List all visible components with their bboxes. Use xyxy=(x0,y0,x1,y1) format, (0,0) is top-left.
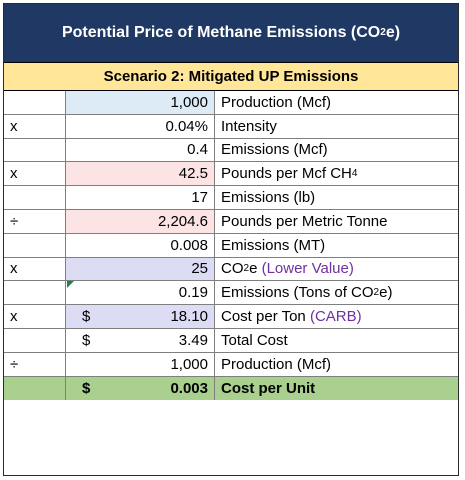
value-cell[interactable]: 0.4 xyxy=(66,138,215,162)
value-number: 0.003 xyxy=(170,379,208,397)
value-number: 25 xyxy=(191,260,208,278)
row-cost-per-ton[interactable]: x $18.10 Cost per Ton (CARB) xyxy=(4,305,458,329)
description-cell: Total Cost xyxy=(221,331,288,349)
description-cell: Emissions (lb) xyxy=(221,189,316,207)
scenario-header: Scenario 2: Mitigated UP Emissions xyxy=(4,63,458,91)
description-cell: Emissions (MT) xyxy=(221,236,326,254)
row-pounds-per-mcf[interactable]: x 42.5 Pounds per Mcf CH 4 xyxy=(4,162,458,187)
operator-cell: x xyxy=(4,114,66,138)
description-cell: CO 2 e (Lower Value) xyxy=(221,260,354,278)
value-number: 0.04% xyxy=(165,117,208,135)
row-cost-per-unit[interactable]: $0.003 Cost per Unit xyxy=(4,376,458,401)
operator-cell xyxy=(4,186,66,209)
description-text: Pounds per Mcf CH xyxy=(221,165,352,183)
description-suffix: e xyxy=(249,260,262,278)
operator-cell: x xyxy=(4,162,66,186)
value-cell[interactable]: $0.003 xyxy=(66,376,215,401)
description-cell: Pounds per Metric Tonne xyxy=(221,212,388,230)
value-cell[interactable]: 0.04% xyxy=(66,114,215,138)
description-suffix: e) xyxy=(379,284,393,302)
operator-cell: x xyxy=(4,257,66,281)
value-number: 0.4 xyxy=(187,141,208,159)
value-number: 0.19 xyxy=(178,284,208,302)
description-cell: Cost per Ton (CARB) xyxy=(215,305,458,328)
value-cell[interactable]: 17 xyxy=(66,186,215,209)
row-emissions-tons-co2e[interactable]: 0.19 Emissions (Tons of CO 2 e) xyxy=(4,281,458,306)
row-production[interactable]: 1,000 Production (Mcf) xyxy=(4,91,458,115)
description-cell: Emissions (Tons of CO 2 e) xyxy=(221,284,393,302)
calculation-table: Potential Price of Methane Emissions (CO… xyxy=(3,3,459,476)
value-number: 2,204.6 xyxy=(157,212,208,230)
row-emissions-mcf[interactable]: 0.4 Emissions (Mcf) xyxy=(4,138,458,163)
description-text: Emissions (Tons of CO xyxy=(221,284,374,302)
row-intensity[interactable]: x 0.04% Intensity xyxy=(4,114,458,139)
operator-cell xyxy=(4,91,66,114)
operator-cell: ÷ xyxy=(4,209,66,233)
value-cell[interactable]: $18.10 xyxy=(66,305,215,328)
value-cell[interactable]: $3.49 xyxy=(66,328,215,352)
title-suffix: e) xyxy=(385,24,401,41)
value-number: 18.10 xyxy=(170,308,208,326)
value-number: 1,000 xyxy=(170,93,208,111)
operator-cell xyxy=(4,281,66,305)
description-cell: Production (Mcf) xyxy=(221,355,332,373)
value-cell[interactable]: 42.5 xyxy=(66,162,215,186)
title-prefix: Potential Price of Methane Emissions (CO xyxy=(61,24,381,41)
currency-symbol: $ xyxy=(82,331,91,349)
value-number: 1,000 xyxy=(170,355,208,373)
value-cell[interactable]: 0.19 xyxy=(66,281,215,305)
row-production-divisor[interactable]: ÷ 1,000 Production (Mcf) xyxy=(4,352,458,377)
scenario-label: Scenario 2: Mitigated UP Emissions xyxy=(103,68,359,85)
operator-cell: ÷ xyxy=(4,352,66,376)
row-pounds-per-tonne[interactable]: ÷ 2,204.6 Pounds per Metric Tonne xyxy=(4,209,458,234)
value-cell[interactable]: 0.008 xyxy=(66,233,215,257)
value-number: 42.5 xyxy=(178,165,208,183)
row-co2e-factor[interactable]: x 25 CO 2 e (Lower Value) xyxy=(4,257,458,282)
description-cell: Pounds per Mcf CH 4 xyxy=(221,165,358,183)
currency-symbol: $ xyxy=(82,379,91,397)
description-cell: Cost per Unit xyxy=(221,379,316,397)
operator-cell xyxy=(4,328,66,352)
value-cell[interactable]: 1,000 xyxy=(66,352,215,376)
description-text: Cost per Ton xyxy=(221,308,310,326)
value-cell[interactable]: 2,204.6 xyxy=(66,209,215,233)
operator-cell xyxy=(4,376,66,401)
value-number: 17 xyxy=(191,189,208,207)
row-emissions-lb[interactable]: 17 Emissions (lb) xyxy=(4,186,458,210)
table-title: Potential Price of Methane Emissions (CO… xyxy=(4,4,458,63)
value-cell[interactable]: 25 xyxy=(66,257,215,281)
description-cell: Production (Mcf) xyxy=(221,93,332,111)
description-cell: Emissions (Mcf) xyxy=(221,141,328,159)
operator-cell: x xyxy=(4,305,66,328)
currency-symbol: $ xyxy=(82,308,91,326)
operator-cell xyxy=(4,138,66,162)
value-number: 0.008 xyxy=(170,236,208,254)
row-emissions-mt[interactable]: 0.008 Emissions (MT) xyxy=(4,233,458,258)
description-text: CO xyxy=(221,260,244,278)
description-note: (Lower Value) xyxy=(261,260,354,278)
description-note: (CARB) xyxy=(309,308,362,326)
value-cell[interactable]: 1,000 xyxy=(66,91,215,114)
comment-indicator-icon[interactable] xyxy=(67,281,74,289)
value-number: 3.49 xyxy=(178,331,208,349)
operator-cell xyxy=(4,233,66,257)
row-total-cost[interactable]: $3.49 Total Cost xyxy=(4,328,458,353)
description-cell: Intensity xyxy=(221,117,277,135)
